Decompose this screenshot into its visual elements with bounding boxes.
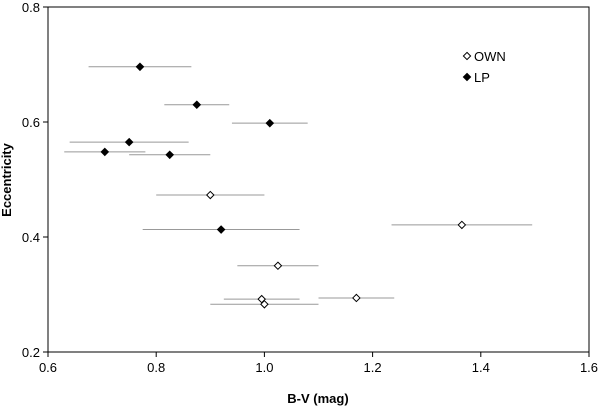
- data-point-own: [273, 261, 283, 271]
- x-tick-label: 1.0: [255, 360, 273, 375]
- legend-label-own: OWN: [474, 49, 506, 64]
- data-point-lp: [100, 147, 110, 157]
- data-point-own: [205, 190, 215, 200]
- y-tick-label: 0.4: [22, 230, 40, 245]
- axis-ticks: 0.6 0.8 1.0 1.2 1.4 1.6 0.2 0.4 0.6 0.8: [22, 0, 598, 375]
- legend: OWN LP: [462, 49, 506, 85]
- y-tick-label: 0.6: [22, 115, 40, 130]
- x-tick-label: 0.8: [147, 360, 165, 375]
- data-point-lp: [124, 137, 134, 147]
- plot-area: [47, 6, 590, 353]
- data-point-lp: [135, 62, 145, 72]
- data-point-own: [260, 299, 269, 309]
- data-point-lp: [216, 225, 226, 234]
- legend-marker-lp: [462, 72, 472, 82]
- data-point-lp: [265, 118, 275, 128]
- y-tick-label: 0.2: [22, 345, 40, 360]
- legend-label-lp: LP: [474, 70, 490, 85]
- x-tick-label: 0.6: [39, 360, 57, 375]
- y-tick-label: 0.8: [22, 0, 40, 15]
- y-axis-title: Eccentricity: [0, 142, 14, 216]
- data-point-own: [457, 220, 467, 230]
- legend-marker-own: [462, 51, 472, 61]
- data-point-own: [352, 293, 361, 303]
- x-tick-label: 1.4: [472, 360, 490, 375]
- data-points: [100, 62, 467, 309]
- x-axis-title: B-V (mag): [287, 391, 348, 406]
- data-point-lp: [165, 150, 175, 160]
- x-tick-label: 1.2: [364, 360, 382, 375]
- data-point-lp: [192, 100, 202, 110]
- x-tick-label: 1.6: [580, 360, 598, 375]
